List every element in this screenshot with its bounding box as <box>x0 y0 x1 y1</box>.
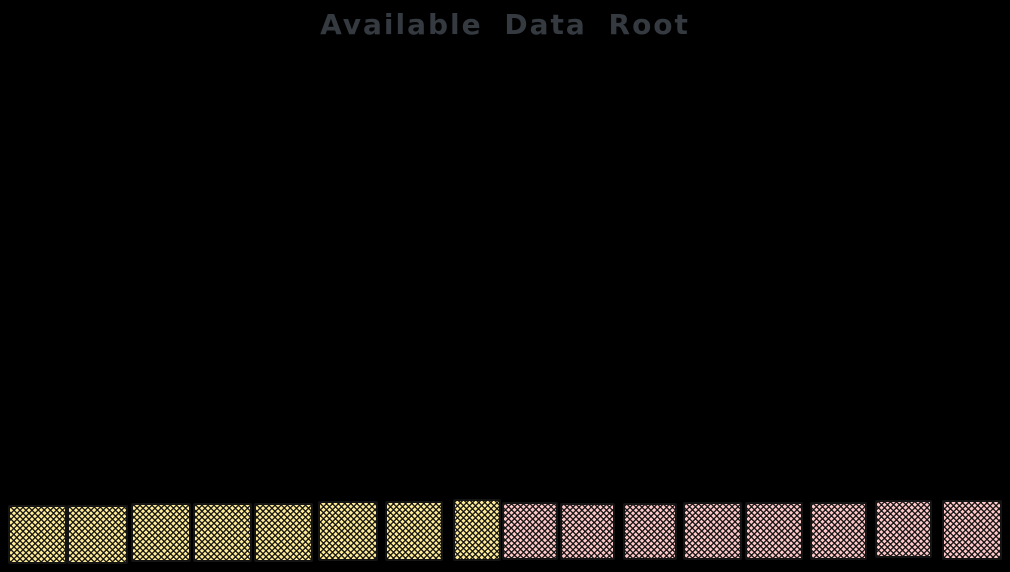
data-block-pink-12 <box>683 502 742 560</box>
data-block-yellow-2 <box>67 505 128 564</box>
data-block-yellow-1 <box>8 505 67 564</box>
data-block-pink-15 <box>875 500 932 558</box>
diagram-title: Available Data Root <box>320 8 690 41</box>
data-block-pink-13 <box>745 502 803 560</box>
data-block-pink-9 <box>502 502 558 560</box>
data-block-yellow-5 <box>254 503 313 562</box>
data-block-pink-14 <box>810 502 867 560</box>
data-block-yellow-3 <box>131 503 191 562</box>
data-block-pink-11 <box>623 503 677 560</box>
data-block-pink-16 <box>942 500 1002 560</box>
data-block-yellow-4 <box>193 503 252 562</box>
data-block-yellow-8 <box>453 499 501 561</box>
data-block-pink-10 <box>560 503 615 560</box>
data-block-yellow-6 <box>318 501 378 561</box>
data-block-yellow-7 <box>385 501 443 561</box>
